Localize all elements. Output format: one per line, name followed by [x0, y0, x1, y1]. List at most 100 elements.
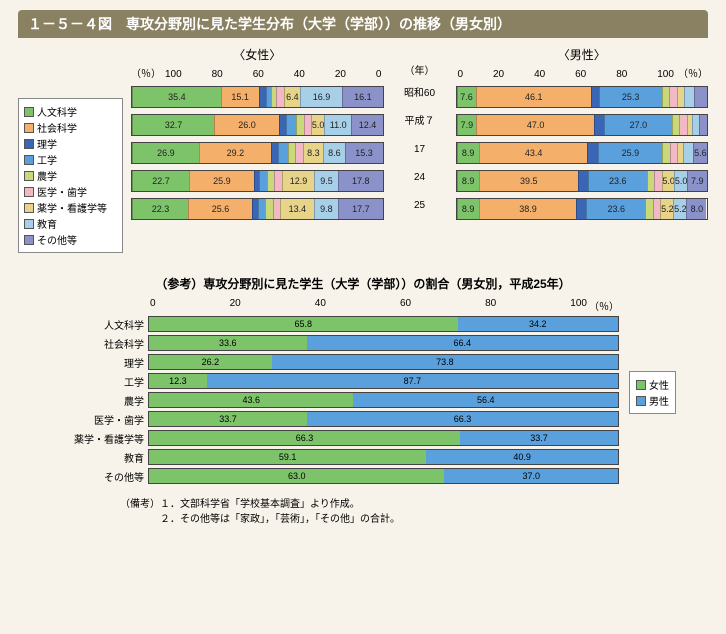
year-label: 17	[390, 136, 450, 164]
year-label: 昭和60	[390, 80, 450, 108]
bar-segment	[684, 87, 694, 107]
male-chart: 〈男性〉 020406080100 （％） 7.646.125.3 7.947.0…	[456, 46, 709, 253]
bar-segment: 23.6	[586, 199, 645, 219]
ref-bar-row: 人文科学65.834.2	[70, 316, 619, 332]
bar-segment: 25.9	[189, 171, 254, 191]
bar-segment	[259, 171, 267, 191]
bar-segment	[274, 171, 282, 191]
bar-segment	[654, 171, 662, 191]
stacked-bar-row: 8.939.523.65.05.07.9	[456, 170, 709, 192]
bar-segment: 8.9	[457, 143, 479, 163]
year-head: （年）	[390, 62, 450, 77]
bar-segment: 16.1	[342, 87, 382, 107]
female-chart: 〈女性〉 （％） 100806040200 16.116.96.415.135.…	[131, 46, 384, 253]
legend-item: 人文科学	[24, 104, 117, 119]
bar-segment: 15.1	[221, 87, 259, 107]
legend-item: 医学・歯学	[24, 184, 117, 199]
bar-segment: 5.6	[693, 143, 707, 163]
stacked-bar-row: 12.411.05.026.032.7	[131, 114, 384, 136]
bar-segment: 7.9	[687, 171, 707, 191]
ref-bar-row: 医学・歯学33.766.3	[70, 411, 619, 427]
male-chart-title: 〈男性〉	[456, 46, 709, 63]
bar-segment	[304, 115, 312, 135]
bar-segment: 8.9	[457, 171, 479, 191]
bar-segment: 5.0	[662, 171, 675, 191]
year-label: 24	[390, 164, 450, 192]
bar-segment	[265, 199, 273, 219]
reference-chart-title: （参考）専攻分野別に見た学生（大学（学部））の割合（男女別，平成25年）	[0, 275, 726, 292]
stacked-bar-row: 17.79.813.425.622.3	[131, 198, 384, 220]
bar-segment: 8.3	[303, 143, 324, 163]
ref-unit: （％）	[589, 298, 619, 313]
bar-segment: 8.6	[323, 143, 344, 163]
bar-segment: 5.0	[674, 171, 687, 191]
reference-chart: 020406080100 （％） 人文科学65.834.2 社会科学33.666.…	[0, 298, 726, 487]
legend-item: 理学	[24, 136, 117, 151]
bar-segment	[699, 115, 707, 135]
bar-segment: 5.2	[660, 199, 673, 219]
bar-segment	[259, 87, 267, 107]
bar-segment: 17.7	[338, 199, 382, 219]
bar-segment: 29.2	[199, 143, 271, 163]
upper-charts: 人文科学社会科学理学工学農学医学・歯学薬学・看護学等教育その他等 〈女性〉 （％…	[0, 46, 726, 253]
ref-bar-row: 社会科学33.666.4	[70, 335, 619, 351]
bar-segment: 16.9	[300, 87, 342, 107]
legend-item: 工学	[24, 152, 117, 167]
bar-segment	[594, 115, 604, 135]
legend-item: 農学	[24, 168, 117, 183]
bar-segment: 26.9	[132, 143, 199, 163]
bar-segment: 8.9	[457, 199, 479, 219]
ref-bar-row: 工学12.387.7	[70, 373, 619, 389]
bar-segment: 27.0	[604, 115, 672, 135]
bar-segment: 8.0	[686, 199, 706, 219]
ref-bar-row: その他等63.037.0	[70, 468, 619, 484]
bar-segment	[653, 199, 661, 219]
bar-segment: 9.5	[314, 171, 338, 191]
legend-item: その他等	[24, 232, 117, 247]
bar-segment: 7.6	[457, 87, 476, 107]
legend-item: 教育	[24, 216, 117, 231]
bar-segment: 25.9	[598, 143, 663, 163]
bar-segment: 6.4	[284, 87, 300, 107]
bar-segment: 11.0	[324, 115, 352, 135]
stacked-bar-row: 15.38.68.3 29.226.9	[131, 142, 384, 164]
bar-segment	[578, 171, 588, 191]
bar-segment: 5.2	[673, 199, 686, 219]
stacked-bar-row: 16.116.96.415.135.4	[131, 86, 384, 108]
bar-segment	[694, 87, 707, 107]
ref-bar-row: 教育59.140.9	[70, 449, 619, 465]
bar-segment: 15.3	[345, 143, 383, 163]
bar-segment	[662, 87, 670, 107]
bar-segment	[295, 143, 302, 163]
pct-unit-right: （％）	[678, 65, 708, 80]
bar-segment	[677, 87, 685, 107]
bar-segment: 22.3	[132, 199, 188, 219]
reference-axis: 020406080100	[148, 298, 589, 313]
bar-segment	[591, 87, 599, 107]
bar-segment: 9.8	[314, 199, 339, 219]
bar-segment	[276, 87, 284, 107]
male-axis: 020406080100	[456, 69, 677, 80]
stacked-bar-row: 8.938.923.65.25.28.0	[456, 198, 709, 220]
bar-segment: 25.6	[188, 199, 252, 219]
bar-segment: 46.1	[476, 87, 591, 107]
bar-segment: 23.6	[588, 171, 647, 191]
pct-unit-left: （％）	[131, 65, 161, 80]
ref-bar-row: 農学43.656.4	[70, 392, 619, 408]
bar-segment	[258, 199, 266, 219]
bar-segment	[672, 115, 680, 135]
bar-segment	[271, 143, 278, 163]
bar-segment	[576, 199, 586, 219]
bar-segment	[587, 143, 597, 163]
bar-segment: 39.5	[479, 171, 578, 191]
legend-item: 薬学・看護学等	[24, 200, 117, 215]
legend-item: 社会科学	[24, 120, 117, 135]
reference-legend: 女性男性	[629, 371, 676, 414]
year-label: 平成７	[390, 108, 450, 136]
footnotes: （備考）１．文部科学省「学校基本調査」より作成。 ２．その他等は「家政」，「芸術…	[0, 487, 726, 545]
bar-segment: 5.0	[311, 115, 324, 135]
bar-segment	[669, 87, 677, 107]
stacked-bar-row: 7.947.027.0	[456, 114, 709, 136]
bar-segment	[296, 115, 304, 135]
stacked-bar-row: 7.646.125.3	[456, 86, 709, 108]
